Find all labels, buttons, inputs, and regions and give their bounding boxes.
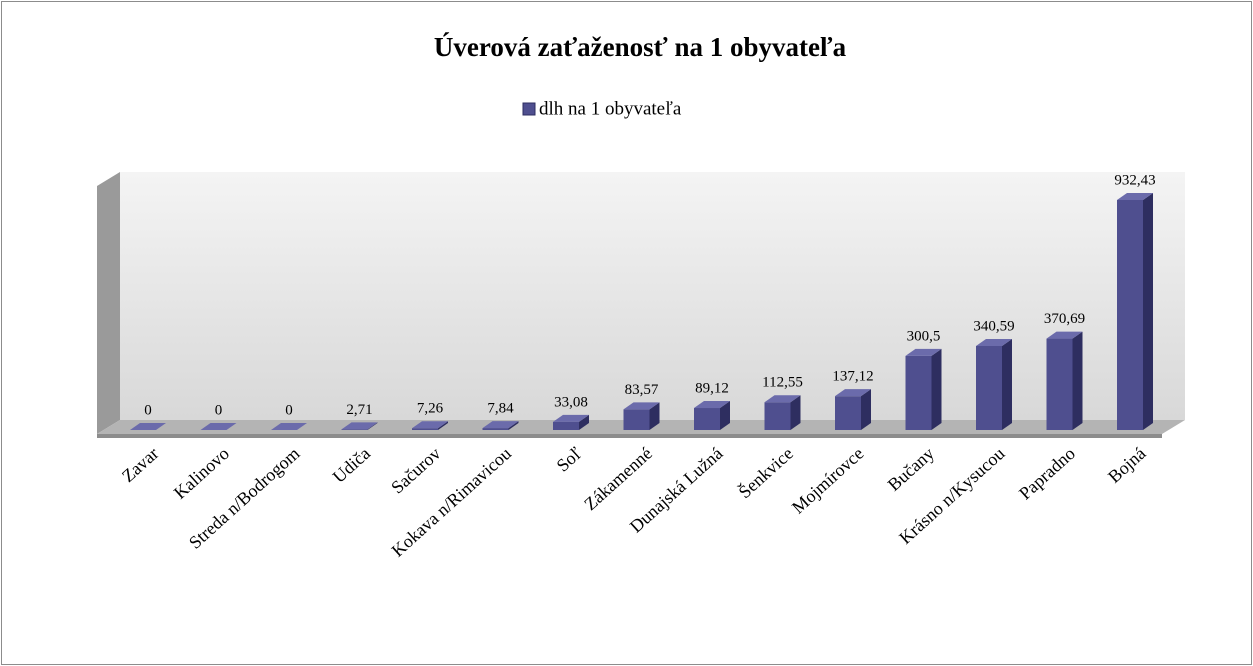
bar-side (579, 414, 589, 430)
bar-side (931, 348, 942, 430)
bar-front (905, 355, 932, 430)
value-label: 7,26 (417, 401, 444, 417)
bar (764, 395, 801, 430)
bar-top (764, 395, 801, 403)
bar (200, 423, 237, 430)
value-label: 0 (215, 402, 223, 418)
bar-top (623, 402, 660, 410)
bar-front (976, 345, 1002, 430)
bar-top (200, 423, 237, 430)
bar-top (271, 423, 307, 430)
bar-top (835, 389, 871, 397)
side-wall (97, 172, 120, 434)
bar (694, 401, 730, 430)
bar-top (482, 421, 519, 429)
bar-top (1117, 193, 1153, 200)
bar-side (861, 389, 871, 430)
bar-front (1046, 338, 1073, 430)
bar-front (482, 428, 509, 430)
bar-top (412, 421, 448, 429)
bar (1046, 331, 1083, 430)
bar-top (553, 414, 589, 422)
bar-front (341, 429, 368, 430)
bar-top (694, 401, 730, 409)
bar-front (1117, 200, 1143, 430)
bar-top (341, 422, 378, 430)
bar (482, 421, 519, 430)
bar-side (1072, 331, 1083, 430)
bar (835, 389, 871, 430)
value-label: 340,59 (973, 318, 1014, 334)
value-label: 0 (285, 402, 293, 418)
bar-side (367, 422, 378, 430)
value-label: 89,12 (695, 380, 729, 396)
value-label: 112,55 (762, 375, 803, 391)
bar-top (1046, 331, 1083, 339)
bar-front (412, 428, 438, 430)
legend-swatch (522, 102, 536, 116)
value-label: 83,57 (625, 382, 659, 398)
bar-side (1002, 338, 1012, 430)
value-label: 137,12 (832, 369, 873, 385)
legend-label: dlh na 1 obyvateľa (539, 98, 682, 119)
bar (130, 423, 166, 430)
bar-top (905, 348, 942, 356)
value-label: 370,69 (1044, 311, 1085, 327)
bar-side (508, 421, 519, 430)
bar-front (553, 421, 579, 430)
bar (553, 414, 589, 430)
bar (341, 422, 378, 430)
bar-side (438, 421, 448, 430)
bar-front (835, 396, 861, 430)
bar-front (694, 408, 720, 430)
value-label: 932,43 (1114, 172, 1155, 188)
bar-side (649, 402, 660, 430)
bar (1117, 193, 1153, 430)
value-label: 0 (144, 402, 152, 418)
bar (623, 402, 660, 430)
value-label: 7,84 (487, 401, 514, 417)
value-label: 33,08 (554, 394, 588, 410)
bar (412, 421, 448, 430)
value-label: 300,5 (907, 328, 941, 344)
value-label: 2,71 (346, 402, 372, 418)
floor-edge (97, 434, 1162, 438)
bar-side (720, 401, 730, 430)
chart-title: Úverová zaťaženosť na 1 obyvateľa (434, 32, 847, 62)
bar-top (976, 338, 1012, 346)
bar-side (1143, 193, 1153, 430)
bar (976, 338, 1012, 430)
bar (905, 348, 942, 430)
bar-front (623, 409, 650, 430)
bar-top (130, 423, 166, 430)
bar (271, 423, 307, 430)
bar-front (764, 402, 791, 430)
bar-side (790, 395, 801, 430)
